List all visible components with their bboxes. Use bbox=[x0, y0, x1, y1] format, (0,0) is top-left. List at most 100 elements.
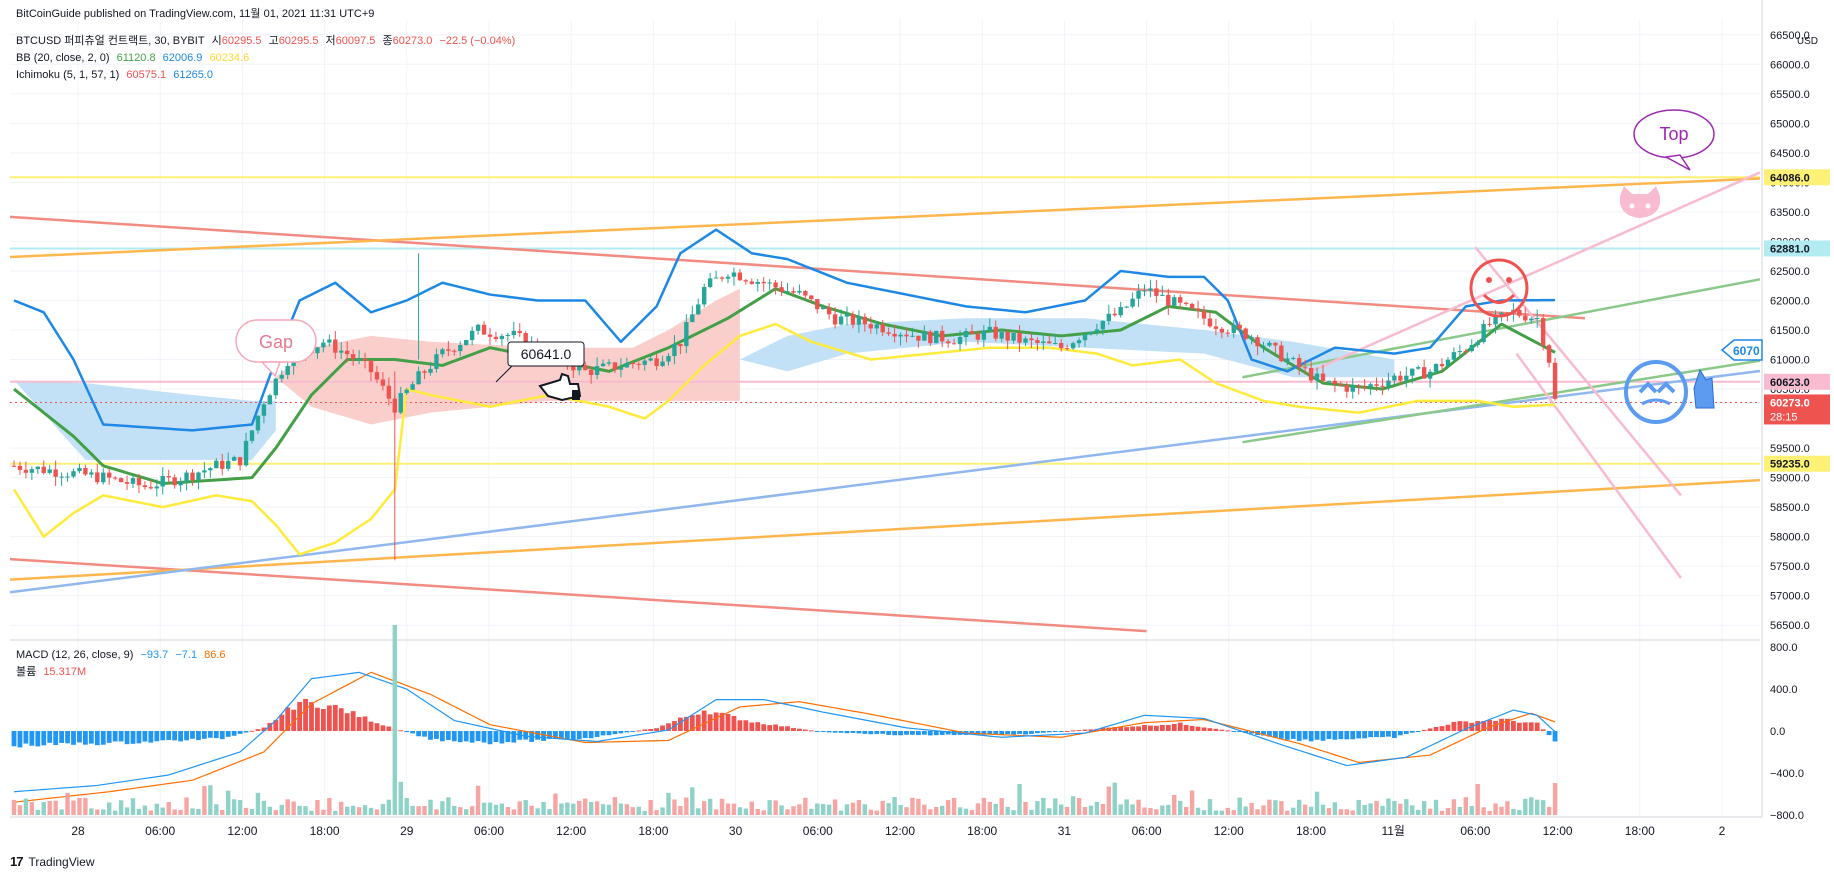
partial-price-tag[interactable]: 6070 bbox=[1720, 339, 1763, 361]
bb-basis-value: 61120.8 bbox=[116, 52, 156, 64]
volume-bar bbox=[17, 805, 23, 815]
candle-body bbox=[672, 344, 677, 357]
macd-histogram-bar bbox=[707, 714, 713, 731]
candle-body bbox=[809, 295, 814, 300]
volume-bar bbox=[71, 800, 76, 815]
macd-histogram-bar bbox=[1314, 731, 1320, 740]
macd-histogram-bar bbox=[1064, 730, 1070, 732]
volume-bar bbox=[1142, 807, 1147, 815]
candle-body bbox=[1540, 318, 1546, 346]
close-value: 60273.0 bbox=[392, 35, 433, 47]
candle-body bbox=[1166, 294, 1171, 306]
macd-histogram-bar bbox=[678, 717, 683, 731]
candle-body bbox=[1255, 337, 1260, 347]
volume-bar bbox=[89, 808, 94, 815]
macd-legend[interactable]: MACD (12, 26, close, 9) −93.7 −7.1 86.6 bbox=[16, 647, 230, 663]
trendline bbox=[1242, 359, 1761, 444]
candle-body bbox=[1320, 373, 1326, 381]
volume-bar bbox=[511, 809, 516, 815]
top-callout[interactable]: Top bbox=[1633, 109, 1715, 171]
candle-body bbox=[1136, 290, 1141, 299]
candle-body bbox=[707, 278, 713, 287]
volume-bar bbox=[41, 802, 46, 815]
volume-bar bbox=[535, 808, 540, 815]
volume-bar bbox=[392, 625, 397, 815]
macd-histogram-bar bbox=[481, 731, 487, 743]
price-tick-label: 59000.0 bbox=[1770, 473, 1810, 485]
volume-bar bbox=[196, 808, 201, 815]
candle-body bbox=[178, 481, 183, 486]
macd-histogram-bar bbox=[898, 731, 903, 736]
volume-bar bbox=[725, 803, 731, 815]
candle-body bbox=[1011, 333, 1016, 341]
volume-bar bbox=[702, 801, 707, 815]
candle-body bbox=[321, 342, 326, 348]
volume-bar bbox=[1475, 784, 1480, 815]
macd-histogram-bar bbox=[838, 731, 844, 733]
publish-text: BitCoinGuide published on TradingView.co… bbox=[16, 8, 375, 20]
volume-bar bbox=[136, 808, 142, 815]
macd-histogram-bar bbox=[802, 729, 808, 731]
volume-legend[interactable]: 볼륨 15.317M bbox=[16, 664, 90, 680]
candle-body bbox=[678, 344, 683, 347]
volume-bar bbox=[1410, 805, 1415, 815]
price-tick-label: 63500.0 bbox=[1770, 207, 1810, 219]
volume-bar bbox=[487, 802, 493, 815]
trendline bbox=[1474, 246, 1682, 497]
candle-body bbox=[577, 365, 582, 371]
candle-body bbox=[779, 287, 784, 292]
volume-bar bbox=[333, 810, 338, 815]
candle-body bbox=[374, 372, 380, 380]
macd-histogram-bar bbox=[499, 731, 505, 744]
volume-bar bbox=[963, 808, 969, 815]
candle-body bbox=[791, 291, 796, 293]
volume-bar bbox=[356, 807, 362, 815]
low-value: 60097.5 bbox=[335, 35, 376, 47]
volume-bar bbox=[1088, 805, 1094, 815]
volume-bar bbox=[1291, 807, 1296, 815]
macd-histogram-bar bbox=[77, 731, 82, 743]
main-legend[interactable]: BTCUSD 퍼피츄얼 컨트랙트, 30, BYBIT 시60295.5 고60… bbox=[16, 33, 519, 49]
time-tick-label: 31 bbox=[1058, 824, 1072, 838]
macd-histogram-bar bbox=[1058, 731, 1064, 732]
macd-histogram-bar bbox=[332, 704, 338, 731]
price-tag-label: 59235.0 bbox=[1770, 459, 1810, 471]
macd-histogram-bar bbox=[1171, 723, 1177, 731]
price-note-callout[interactable]: 60641.0 bbox=[495, 341, 585, 383]
macd-histogram-bar bbox=[826, 731, 832, 733]
candle-body bbox=[1392, 375, 1397, 381]
volume-label: 볼륨 bbox=[16, 666, 37, 678]
volume-bar bbox=[309, 810, 314, 815]
macd-histogram-bar bbox=[1082, 729, 1088, 731]
macd-label: MACD (12, 26, close, 9) bbox=[16, 649, 134, 661]
macd-histogram-bar bbox=[154, 731, 160, 742]
ichimoku-legend[interactable]: Ichimoku (5, 1, 57, 1) 60575.1 61265.0 bbox=[16, 67, 217, 83]
macd-histogram-bar bbox=[939, 731, 945, 736]
bb-legend[interactable]: BB (20, close, 2, 0) 61120.8 62006.9 602… bbox=[16, 50, 253, 66]
gap-callout[interactable]: Gap bbox=[235, 319, 317, 378]
volume-bar bbox=[1148, 808, 1153, 815]
volume-bar bbox=[1011, 810, 1016, 815]
macd-histogram-bar bbox=[1035, 731, 1040, 734]
smiley-face-icon bbox=[1469, 258, 1529, 318]
volume-bar bbox=[112, 810, 118, 815]
candle-body bbox=[327, 339, 332, 343]
volume-bar bbox=[779, 805, 784, 815]
volume-bar bbox=[803, 797, 808, 815]
macd-histogram-bar bbox=[1284, 731, 1290, 740]
volume-bar bbox=[1398, 803, 1403, 815]
candle-body bbox=[612, 362, 618, 370]
volume-bar bbox=[1457, 806, 1463, 815]
candle-body bbox=[517, 330, 522, 334]
candle-body bbox=[1285, 358, 1290, 362]
macd-histogram-bar bbox=[999, 731, 1005, 735]
candle-body bbox=[130, 478, 136, 484]
candle-body bbox=[422, 371, 427, 373]
macd-histogram-bar bbox=[231, 731, 237, 736]
macd-histogram-bar bbox=[1493, 720, 1498, 731]
macd-histogram-bar bbox=[725, 713, 731, 731]
price-tag-label: 64086.0 bbox=[1770, 172, 1810, 184]
volume-bar bbox=[1338, 809, 1344, 815]
macd-histogram-bar bbox=[666, 723, 671, 731]
macd-histogram-bar bbox=[1356, 731, 1362, 739]
